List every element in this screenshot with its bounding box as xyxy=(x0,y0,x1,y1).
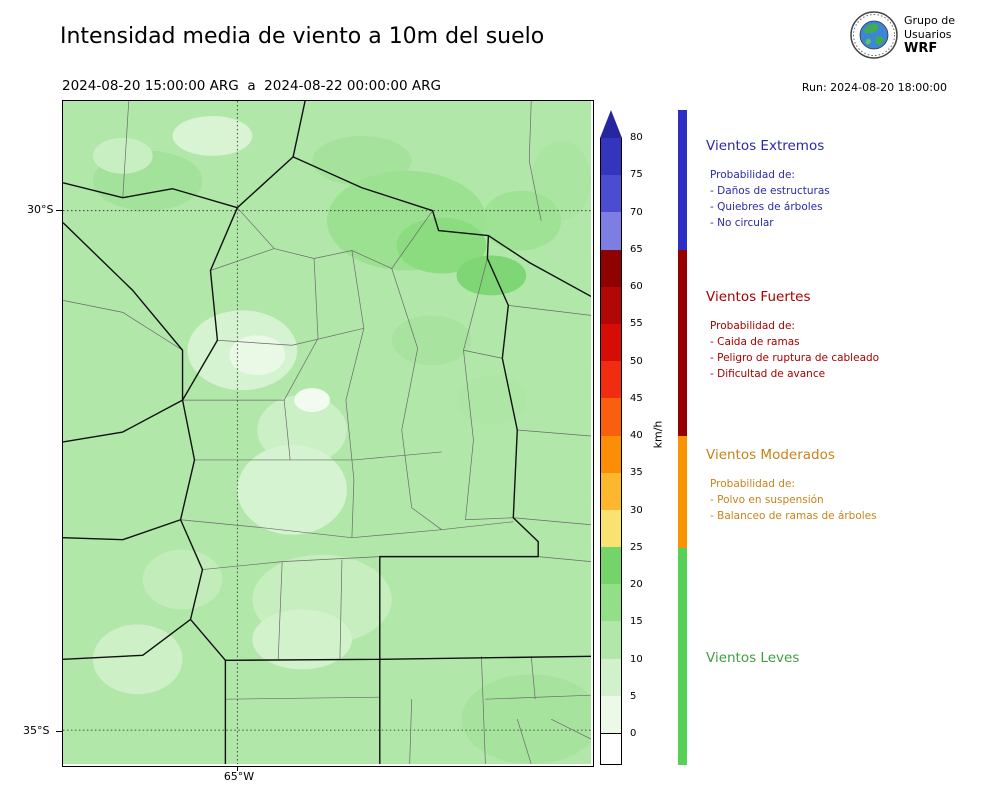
legend-extremos-heading: Vientos Extremos xyxy=(706,138,825,154)
axis-tick-65w xyxy=(237,766,238,771)
colorbar-segment-65-70 xyxy=(601,212,621,250)
colorbar-segment-0-5 xyxy=(601,695,621,733)
colorbar-segment-55-60 xyxy=(601,286,621,324)
lat-label-30s: 30°S xyxy=(27,203,54,216)
colorbar-under-extension xyxy=(600,734,622,765)
wrf-users-logo: Grupo de Usuarios WRF xyxy=(850,11,955,63)
legend-moderados-item: - Balanceo de ramas de árboles xyxy=(710,510,877,522)
legend-fuertes-item: - Dificultad de avance xyxy=(710,368,826,380)
legend-fuertes-heading: Vientos Fuertes xyxy=(706,289,811,305)
legend-leves-heading: Vientos Leves xyxy=(706,650,800,666)
colorbar-segment-15-20 xyxy=(601,584,621,622)
legend-moderados: Vientos Moderados Probabilidad de: - Pol… xyxy=(706,447,971,524)
colorbar-segment-70-75 xyxy=(601,175,621,213)
logo-line-2: Usuarios xyxy=(904,28,952,41)
colorbar-tick-30: 30 xyxy=(630,504,643,516)
legend-leves: Vientos Leves xyxy=(706,650,971,681)
strip-moderados xyxy=(678,436,687,548)
colorbar-unit-label: km/h xyxy=(651,420,665,449)
colorbar-body xyxy=(600,138,622,734)
legend-extremos-item: - Daños de estructuras xyxy=(710,185,830,197)
colorbar-segment-10-15 xyxy=(601,621,621,659)
legend-fuertes-item: - Peligro de ruptura de cableado xyxy=(710,352,880,364)
legend-fuertes-prob: Probabilidad de: xyxy=(710,320,795,332)
globe-logo-icon xyxy=(850,11,898,63)
colorbar-segment-35-40 xyxy=(601,435,621,473)
colorbar-tick-10: 10 xyxy=(630,653,643,665)
legend-extremos-item: - Quiebres de árboles xyxy=(710,201,823,213)
colorbar-tick-25: 25 xyxy=(630,541,643,553)
colorbar-tick-55: 55 xyxy=(630,318,643,330)
colorbar-ticks: 80 75 70 65 60 55 50 45 40 35 30 25 20 1… xyxy=(630,133,643,739)
colorbar-tick-80: 80 xyxy=(630,132,643,143)
lat-label-35s: 35°S xyxy=(23,724,50,737)
axis-tick-35s xyxy=(56,731,62,732)
colorbar-segment-30-35 xyxy=(601,472,621,510)
wind-map-svg xyxy=(63,101,591,764)
legend-moderados-item: - Polvo en suspensión xyxy=(710,494,824,506)
axis-tick-30s xyxy=(56,210,62,211)
legend-extremos: Vientos Extremos Probabilidad de: - Daño… xyxy=(706,138,971,231)
colorbar-tick-60: 60 xyxy=(630,281,643,292)
colorbar-tick-65: 65 xyxy=(630,243,643,255)
colorbar-segment-5-10 xyxy=(601,658,621,696)
legend-extremos-prob: Probabilidad de: xyxy=(710,169,795,181)
strip-leves xyxy=(678,548,687,765)
colorbar-tick-50: 50 xyxy=(630,355,643,367)
colorbar-segment-45-50 xyxy=(601,361,621,399)
colorbar-tick-45: 45 xyxy=(630,392,643,404)
colorbar-tick-0: 0 xyxy=(630,728,637,739)
colorbar-tick-70: 70 xyxy=(630,206,643,218)
legend-fuertes-item: - Caida de ramas xyxy=(710,336,800,348)
colorbar-over-arrow xyxy=(600,110,622,138)
logo-text: Grupo de Usuarios WRF xyxy=(904,11,955,56)
logo-line-3: WRF xyxy=(904,41,938,56)
legend-moderados-heading: Vientos Moderados xyxy=(706,447,835,463)
run-timestamp: Run: 2024-08-20 18:00:00 xyxy=(801,81,947,94)
legend-fuertes: Vientos Fuertes Probabilidad de: - Caida… xyxy=(706,289,971,382)
colorbar-segment-75-80 xyxy=(601,138,621,176)
page-title: Intensidad media de viento a 10m del sue… xyxy=(60,24,545,49)
strip-fuertes xyxy=(678,250,687,436)
colorbar-tick-15: 15 xyxy=(630,616,643,628)
map-plot xyxy=(62,100,594,767)
colorbar-tick-35: 35 xyxy=(630,467,643,479)
colorbar-tick-40: 40 xyxy=(630,430,643,441)
colorbar-tick-20: 20 xyxy=(630,579,643,590)
colorbar-tick-5: 5 xyxy=(630,690,637,702)
colorbar-segment-50-55 xyxy=(601,323,621,362)
logo-line-1: Grupo de xyxy=(904,14,955,27)
colorbar-segment-20-25 xyxy=(601,547,621,585)
colorbar-segment-25-30 xyxy=(601,509,621,548)
colorbar-tick-75: 75 xyxy=(630,169,643,181)
legend-moderados-prob: Probabilidad de: xyxy=(710,478,795,490)
colorbar-segment-40-45 xyxy=(601,398,621,436)
colorbar xyxy=(600,110,622,765)
category-color-strip xyxy=(678,110,687,765)
strip-extremos xyxy=(678,110,687,250)
valid-period-label: 2024-08-20 15:00:00 ARG a 2024-08-22 00:… xyxy=(62,78,441,94)
lon-label-65w: 65°W xyxy=(223,770,255,783)
legend-extremos-item: - No circular xyxy=(710,217,774,229)
colorbar-segment-60-65 xyxy=(601,249,621,287)
